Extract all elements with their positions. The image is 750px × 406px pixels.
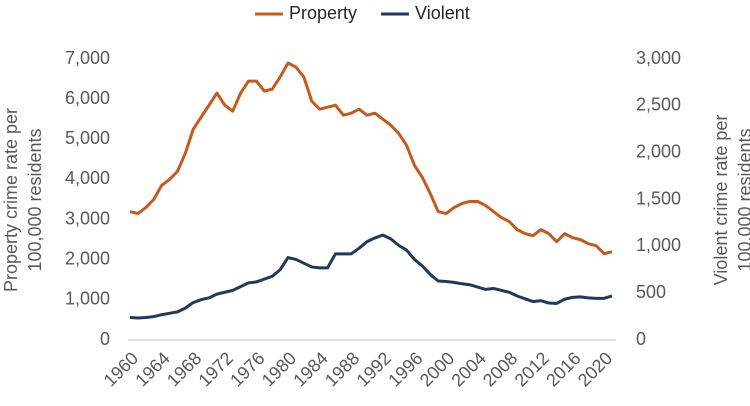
y-tick-label: 5,000: [65, 128, 110, 148]
x-tick-label: 2000: [416, 348, 458, 390]
y-tick-label: 6,000: [65, 88, 110, 108]
x-tick-label: 1976: [226, 348, 268, 390]
y-tick-label: 0: [100, 329, 110, 349]
y-tick-label: 3,000: [65, 208, 110, 228]
y-axis-title: Property crime rate per: [1, 108, 21, 292]
y2-tick-label: 1,000: [636, 235, 681, 255]
x-tick-label: 1960: [100, 348, 142, 390]
x-tick-label: 1996: [384, 348, 426, 390]
y-axis-title: 100,000 residents: [25, 128, 45, 271]
x-tick-label: 2020: [574, 348, 616, 390]
y2-tick-label: 1,500: [636, 188, 681, 208]
y-tick-label: 1,000: [65, 289, 110, 309]
x-tick-label: 1972: [195, 348, 237, 390]
y-tick-label: 4,000: [65, 168, 110, 188]
x-tick-label: 1988: [321, 348, 363, 390]
x-tick-label: 1980: [258, 348, 300, 390]
x-tick-label: 1968: [163, 348, 205, 390]
y2-tick-label: 2,000: [636, 141, 681, 161]
x-tick-label: 2012: [511, 348, 553, 390]
y2-axis-title: 100,000 residents: [735, 128, 750, 271]
x-tick-label: 2008: [479, 348, 521, 390]
y-tick-label: 7,000: [65, 48, 110, 68]
legend-label: Violent: [415, 3, 470, 23]
x-tick-label: 1992: [353, 348, 395, 390]
y2-tick-label: 0: [636, 329, 646, 349]
y2-tick-label: 2,500: [636, 95, 681, 115]
line-series: [129, 61, 613, 256]
y2-axis-title: Violent crime rate per: [711, 115, 731, 286]
y2-tick-label: 500: [636, 282, 666, 302]
line-series: [129, 233, 613, 320]
legend-label: Property: [289, 3, 357, 23]
x-tick-label: 2004: [447, 348, 489, 390]
y-tick-label: 2,000: [65, 248, 110, 268]
x-tick-label: 2016: [542, 348, 584, 390]
x-tick-label: 1964: [131, 348, 173, 390]
x-tick-label: 1984: [289, 348, 331, 390]
y2-tick-label: 3,000: [636, 48, 681, 68]
